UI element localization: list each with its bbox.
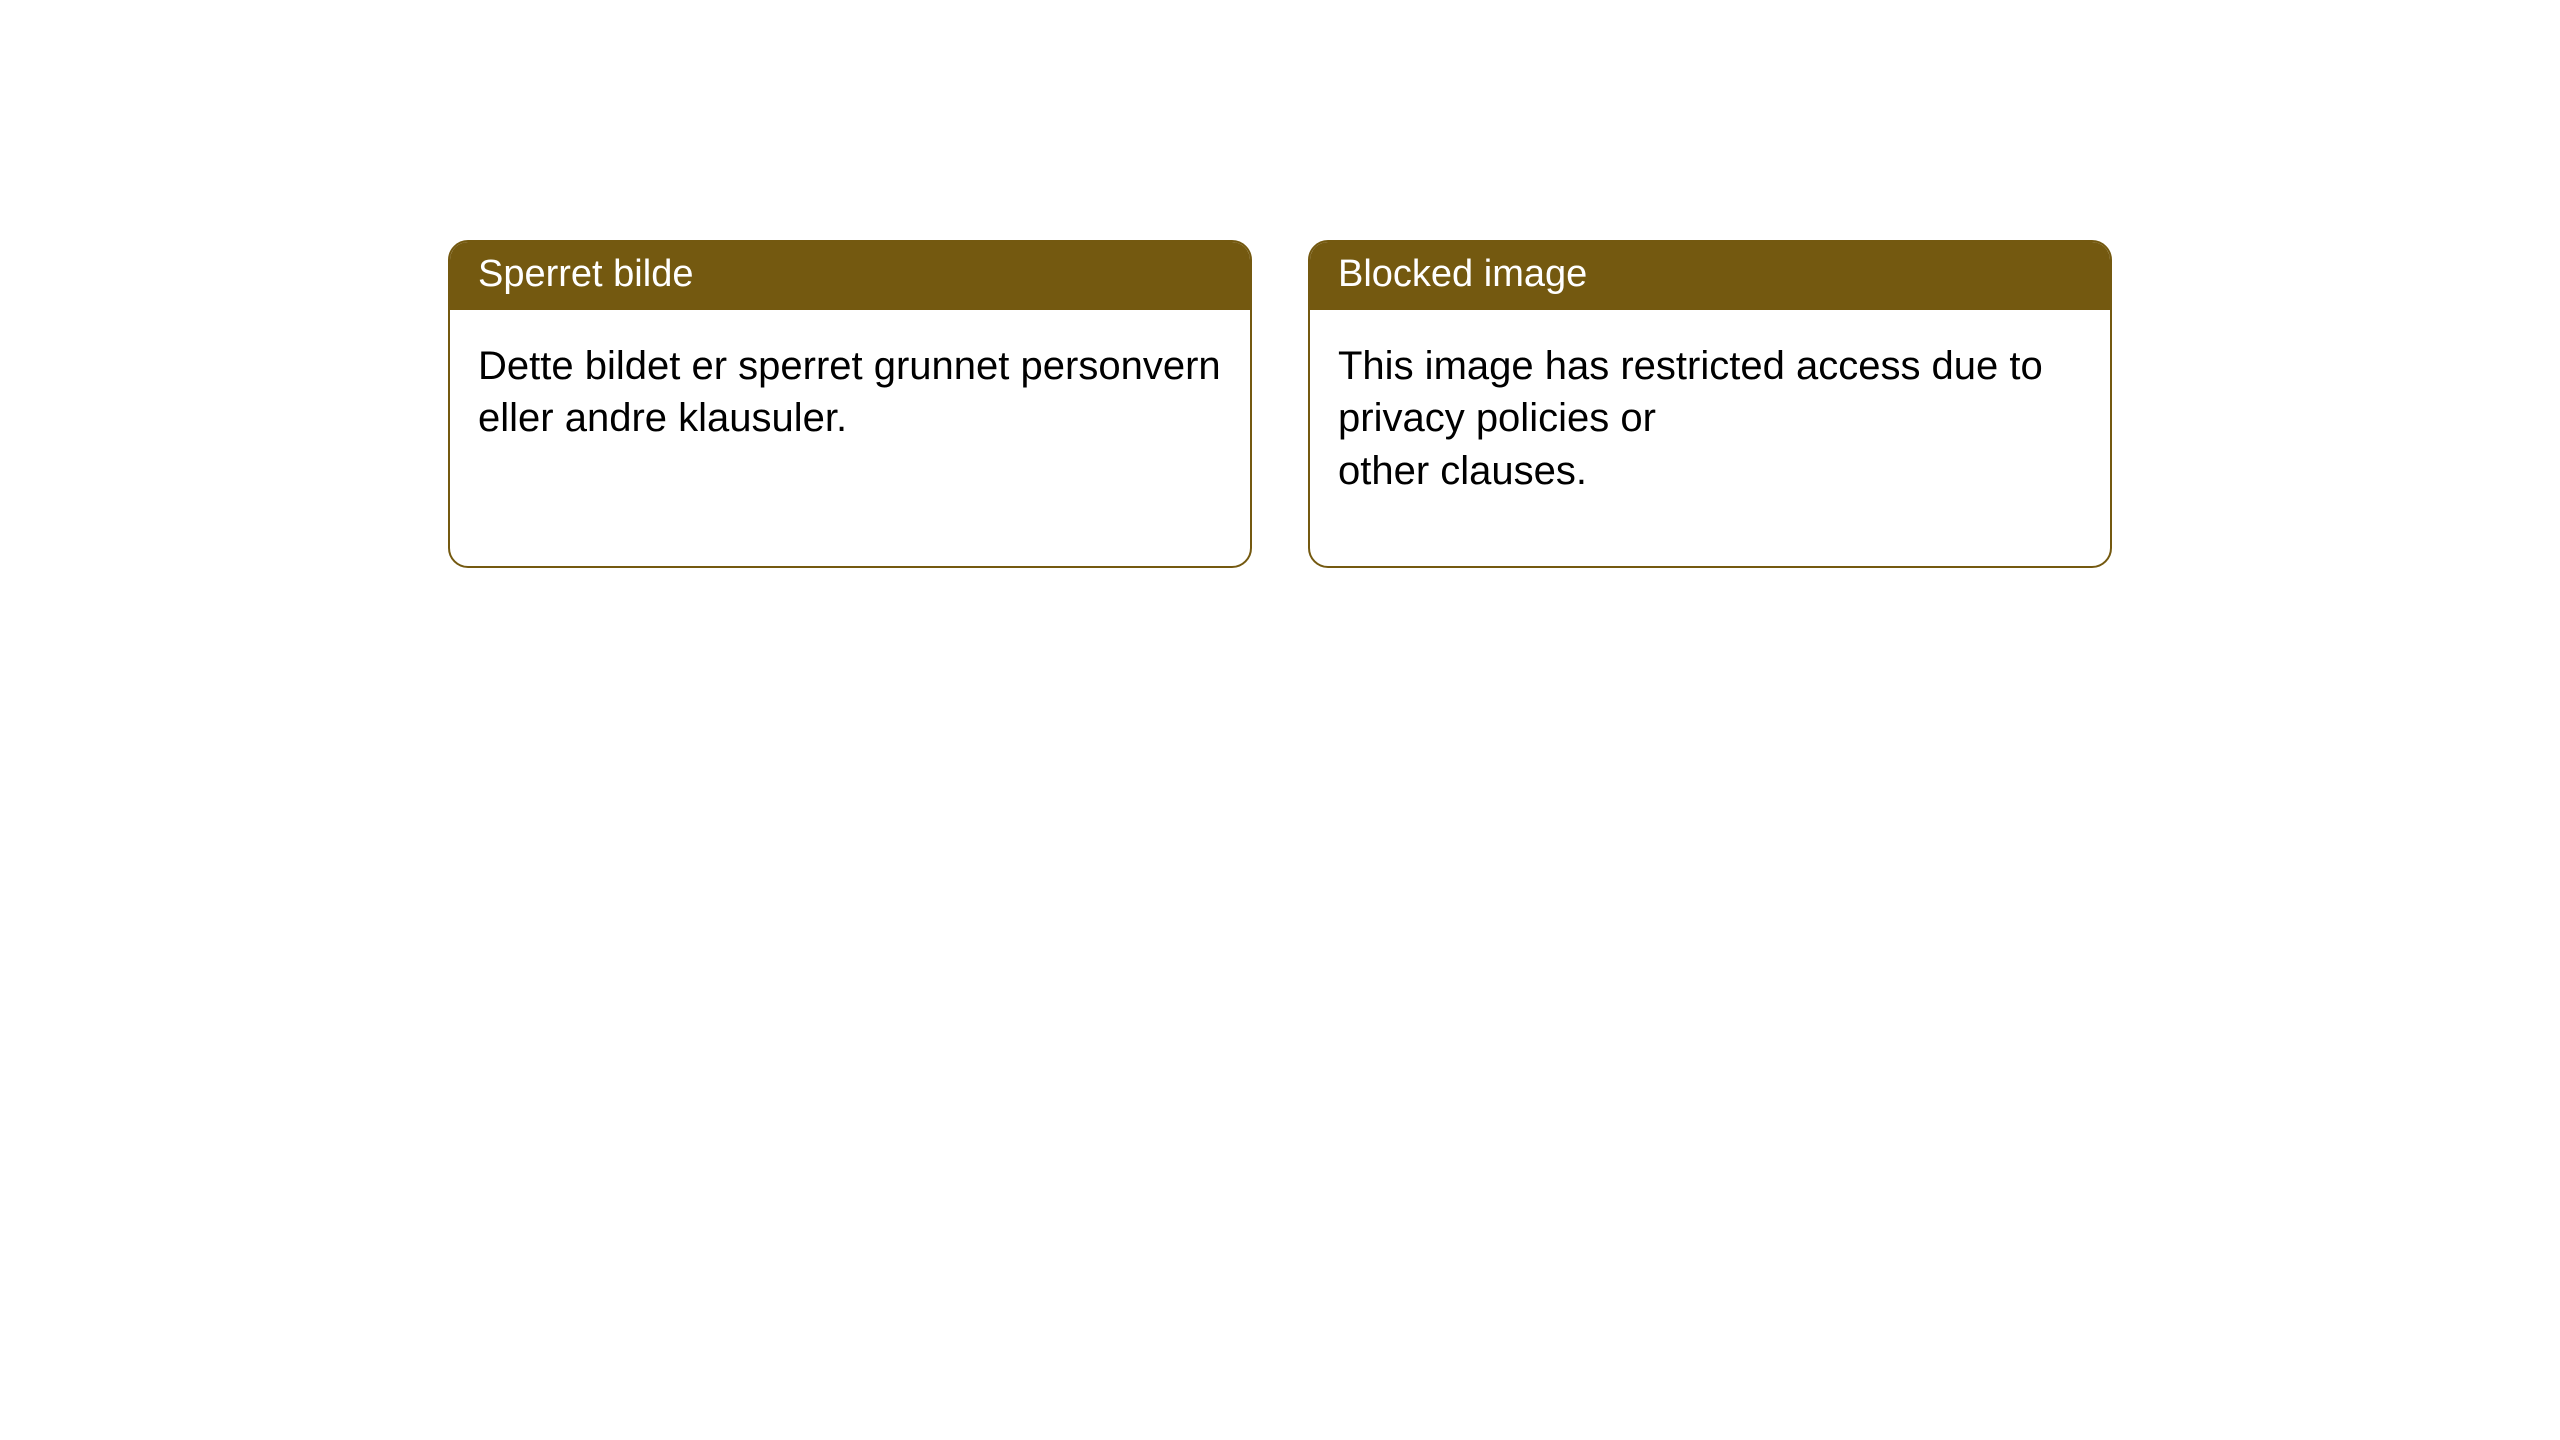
notice-card-english: Blocked image This image has restricted … (1308, 240, 2112, 568)
notice-card-title: Sperret bilde (450, 242, 1250, 310)
notice-card-container: Sperret bilde Dette bildet er sperret gr… (448, 240, 2112, 568)
notice-card-body: Dette bildet er sperret grunnet personve… (450, 310, 1250, 514)
notice-card-body: This image has restricted access due to … (1310, 310, 2110, 566)
notice-card-title: Blocked image (1310, 242, 2110, 310)
notice-card-norwegian: Sperret bilde Dette bildet er sperret gr… (448, 240, 1252, 568)
